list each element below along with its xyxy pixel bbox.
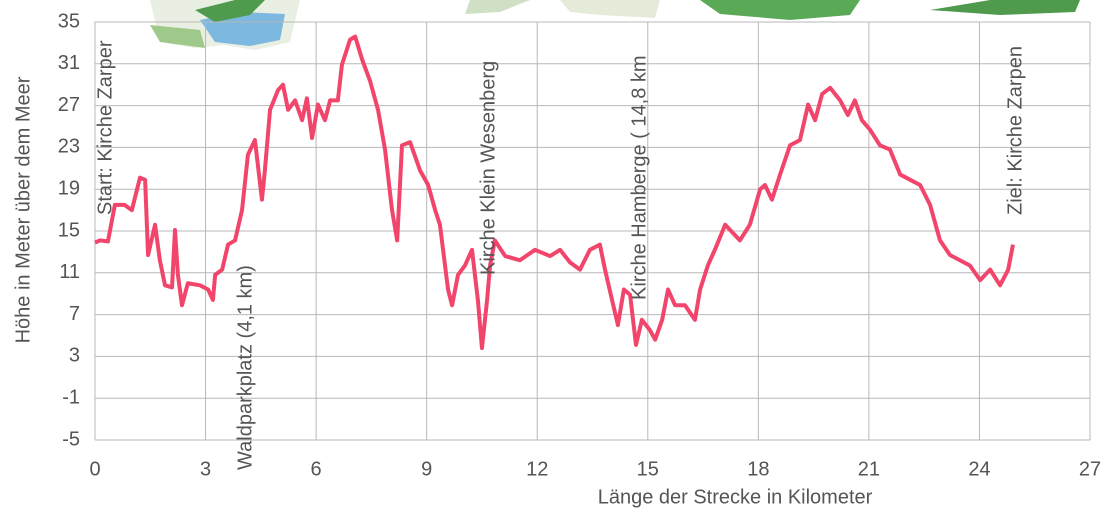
y-tick-label: 27 (58, 94, 80, 116)
x-tick-label: 3 (200, 458, 211, 480)
y-tick-label: -1 (62, 386, 80, 408)
y-tick-label: 11 (59, 261, 80, 283)
y-tick-label: 7 (69, 303, 80, 325)
y-tick-label: 31 (58, 52, 80, 74)
chart: 35 31 27 23 19 15 11 7 3 -1 -5 0 3 6 9 12 15 18 21 24 27 Läng… (0, 0, 1105, 513)
y-tick-label: 35 (58, 10, 80, 32)
x-tick-label: 9 (421, 458, 432, 480)
x-tick-label: 12 (526, 458, 548, 480)
x-tick-label: 27 (1079, 458, 1101, 480)
annotation: Kirche Klein Wesenberg (478, 61, 500, 275)
x-tick-label: 0 (89, 458, 100, 480)
y-tick-label: -5 (62, 428, 80, 450)
y-tick-label: 15 (58, 219, 80, 241)
y-axis-title: Höhe in Meter über dem Meer (12, 76, 34, 343)
elevation-line (95, 37, 1013, 348)
annotation: Ziel: Kirche Zarpen (1005, 46, 1027, 215)
map-fragment (150, 0, 1080, 50)
annotation: Start: Kirche Zarper (94, 40, 116, 215)
annotation: Waldparkplatz (4,1 km) (234, 265, 256, 470)
y-tick-label: 3 (69, 345, 80, 367)
y-tick-label: 23 (58, 136, 80, 158)
x-axis-title: Länge der Strecke in Kilometer (598, 486, 873, 508)
x-tick-label: 6 (311, 458, 322, 480)
x-tick-label: 18 (747, 458, 769, 480)
x-tick-label: 15 (637, 458, 659, 480)
x-tick-label: 21 (858, 458, 880, 480)
x-tick-label: 24 (968, 458, 990, 480)
y-tick-label: 19 (58, 177, 80, 199)
annotation: Kirche Hamberge ( 14,8 km (629, 55, 651, 300)
